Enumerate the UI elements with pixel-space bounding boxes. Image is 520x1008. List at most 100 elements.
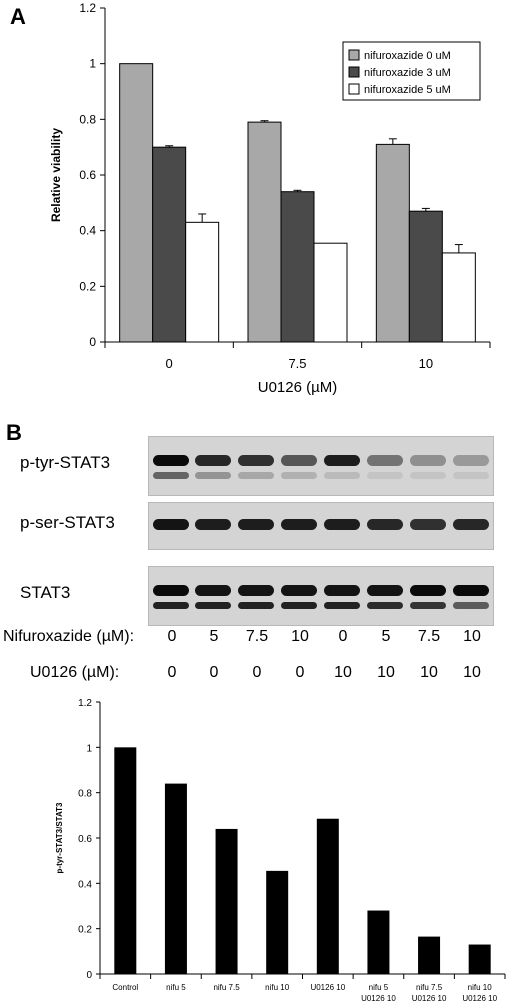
- y-tick-label: 0.6: [79, 168, 96, 182]
- blot-band-lower: [238, 472, 274, 479]
- y-tick-label: 1.2: [78, 698, 92, 709]
- blot-band: [238, 519, 274, 530]
- blot-band-lower: [153, 472, 189, 479]
- treatment-value: 10: [377, 664, 395, 681]
- x-tick-label: 0: [166, 356, 173, 371]
- blot-band: [238, 455, 274, 466]
- blot-band: [367, 455, 403, 466]
- blot-band-lower: [281, 472, 317, 479]
- blot-band: [195, 455, 231, 466]
- blot-band-lower: [367, 602, 403, 609]
- blot-label: p-ser-STAT3: [20, 513, 115, 532]
- blot-image: [148, 502, 494, 550]
- treatment-value: 7.5: [417, 628, 441, 645]
- x-tick-label: nifu 7.5: [416, 983, 443, 992]
- blot-band-lower: [453, 472, 489, 479]
- blot-band-lower: [281, 602, 317, 609]
- blot-band-lower: [195, 602, 231, 609]
- blot-band: [453, 455, 489, 466]
- y-tick-label: 0.6: [78, 834, 92, 845]
- bar: [215, 828, 238, 974]
- y-tick-label: 1.2: [79, 1, 96, 15]
- x-tick-label: Control: [112, 983, 138, 992]
- blot-band: [281, 585, 317, 596]
- blot-band-lower: [410, 602, 446, 609]
- bar: [152, 146, 187, 343]
- blot-band: [324, 585, 360, 596]
- treatment-label: U0126 (µM):: [30, 664, 120, 681]
- blot-band: [367, 519, 403, 530]
- y-tick-label: 0: [86, 970, 92, 981]
- blot-band: [410, 455, 446, 466]
- legend-label: nifuroxazide 0 uM: [364, 50, 451, 62]
- treatment-value: 10: [291, 628, 309, 645]
- panel-b-letter: B: [6, 420, 22, 445]
- treatment-value: 10: [463, 628, 481, 645]
- x-tick-label: U0126 10: [310, 983, 345, 992]
- blot-band: [410, 585, 446, 596]
- bar: [185, 221, 220, 343]
- treatment-value: 5: [209, 628, 219, 645]
- treatment-value: 0: [167, 628, 177, 645]
- x-tick-label: nifu 5: [166, 983, 186, 992]
- legend-label: nifuroxazide 3 uM: [364, 67, 451, 79]
- blot-band: [367, 585, 403, 596]
- y-tick-label: 0.4: [78, 879, 92, 890]
- bar: [313, 242, 348, 343]
- blot-band: [195, 585, 231, 596]
- blot-band-lower: [453, 602, 489, 609]
- blot-band-lower: [324, 472, 360, 479]
- treatment-value: 0: [252, 664, 262, 681]
- blot-band-lower: [195, 472, 231, 479]
- legend-label: nifuroxazide 5 uM: [364, 84, 451, 96]
- treatment-value: 10: [463, 664, 481, 681]
- blot-label: STAT3: [20, 583, 71, 602]
- bar: [164, 783, 187, 974]
- y-tick-label: 0.8: [79, 112, 96, 126]
- treatment-label: Nifuroxazide (µM):: [3, 628, 135, 645]
- legend-box: [342, 41, 481, 101]
- y-tick-label: 0.2: [78, 925, 92, 936]
- viability-chart: 0 0.2 0.4 0.6 0.8 1 1.2 0 7.5 10 Relative viabilit…: [49, 1, 491, 396]
- blot-band: [324, 455, 360, 466]
- y-tick-label: 0.4: [79, 224, 96, 238]
- y-tick-label: 1: [86, 743, 92, 754]
- treatment-value: 10: [420, 664, 438, 681]
- legend-swatch: [348, 83, 360, 95]
- blot-band-lower: [410, 472, 446, 479]
- y-tick-label: 1: [89, 57, 96, 71]
- treatment-value: 0: [295, 664, 305, 681]
- blot-band: [281, 519, 317, 530]
- bar: [114, 747, 137, 974]
- blot-band: [453, 519, 489, 530]
- treatment-value: 10: [334, 664, 352, 681]
- bar: [119, 63, 154, 343]
- blot-band-lower: [153, 602, 189, 609]
- phospho-ratio-chart: 0 0.2 0.4 0.6 0.8 1 1.2 Control nifu 5 nifu 7.5 ni…: [55, 698, 506, 1003]
- bar: [408, 210, 443, 343]
- y-tick-label: 0.2: [79, 279, 96, 293]
- y-axis-label: p-tyr-STAT3/STAT3: [55, 802, 64, 874]
- bar: [418, 936, 441, 974]
- blot-band: [153, 519, 189, 530]
- bar: [280, 191, 315, 343]
- treatment-value: 0: [338, 628, 348, 645]
- x-tick-label: 7.5: [288, 356, 306, 371]
- bar: [468, 944, 491, 974]
- blot-band: [238, 585, 274, 596]
- bar: [441, 252, 476, 343]
- x-tick-label: nifu 10: [468, 983, 493, 992]
- blot-band: [153, 455, 189, 466]
- bar: [316, 818, 339, 974]
- blot-label: p-tyr-STAT3: [20, 453, 111, 472]
- x-tick-label: nifu 5: [369, 983, 389, 992]
- blot-band: [153, 585, 189, 596]
- blot-band: [195, 519, 231, 530]
- blot-band: [324, 519, 360, 530]
- blot-band: [453, 585, 489, 596]
- blot-band-lower: [238, 602, 274, 609]
- x-tick-label: U0126 10: [462, 994, 497, 1003]
- bar: [247, 121, 282, 343]
- blot-band-lower: [367, 472, 403, 479]
- panel-a-letter: A: [10, 4, 26, 29]
